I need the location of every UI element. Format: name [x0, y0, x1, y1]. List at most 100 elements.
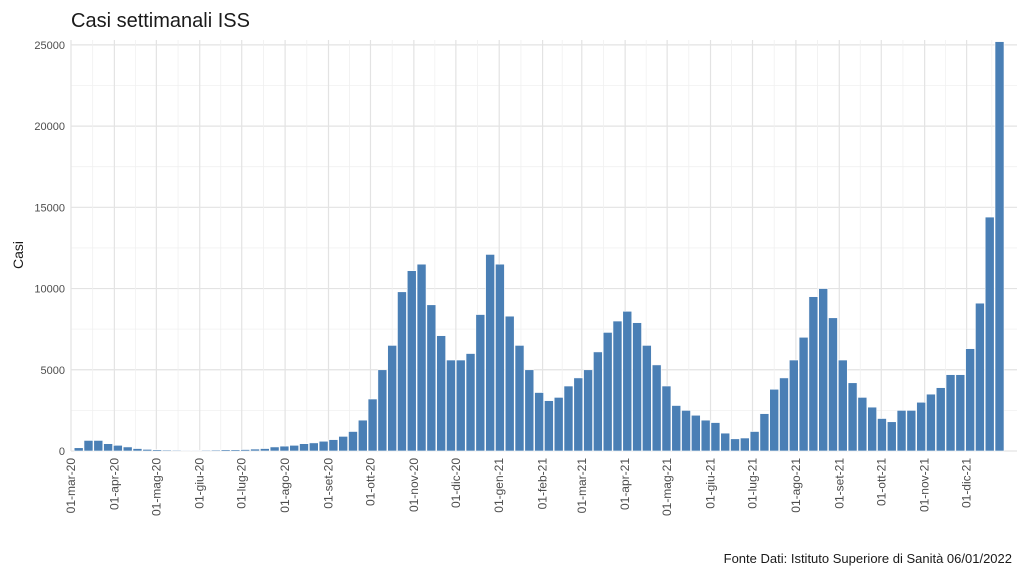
bar: [122, 446, 133, 452]
x-tick-label: 01-ott-20: [363, 458, 377, 506]
bar: [397, 291, 407, 452]
x-tick-label: 01-nov-20: [407, 458, 421, 512]
bar: [749, 431, 760, 452]
x-tick-label: 01-mag-21: [660, 458, 674, 516]
bar: [612, 320, 623, 452]
bar: [191, 450, 202, 452]
bar: [475, 314, 486, 452]
x-tick-label: 01-apr-21: [618, 458, 632, 510]
bar: [416, 263, 427, 452]
bar: [504, 315, 515, 452]
bar: [142, 449, 153, 452]
bar: [818, 288, 828, 452]
bar: [593, 351, 603, 452]
bar: [446, 359, 456, 452]
bar: [544, 400, 554, 452]
bar: [93, 440, 104, 452]
y-tick-label: 0: [59, 446, 65, 458]
bar: [906, 410, 917, 452]
bar: [465, 353, 476, 452]
bar: [877, 418, 887, 452]
bar: [103, 443, 113, 452]
bar: [808, 296, 819, 452]
x-tick-label: 01-nov-21: [918, 458, 932, 512]
x-tick-label: 01-gen-21: [492, 458, 506, 513]
bar: [857, 397, 868, 452]
grid-lines: [70, 40, 1017, 452]
bar: [935, 387, 946, 452]
bar: [426, 304, 437, 452]
x-tick-label: 01-mar-20: [64, 458, 78, 514]
bar: [250, 448, 260, 452]
bar: [583, 369, 593, 452]
bar: [132, 448, 143, 452]
bar: [269, 446, 280, 452]
bar: [338, 436, 348, 452]
bar: [671, 405, 682, 452]
bar: [387, 345, 397, 452]
bar: [632, 322, 642, 452]
bar: [260, 448, 270, 452]
bar: [955, 374, 966, 452]
bar: [553, 397, 564, 452]
x-tick-label: 01-feb-21: [536, 458, 550, 510]
bar: [367, 398, 378, 452]
x-tick-label: 01-mar-21: [575, 458, 589, 514]
y-tick-label: 20000: [34, 121, 65, 133]
bar: [788, 359, 799, 452]
bar: [220, 449, 231, 452]
bar: [867, 406, 877, 452]
bar: [573, 377, 584, 452]
bar: [455, 359, 466, 452]
bar: [279, 445, 290, 452]
bar: [916, 401, 926, 452]
bar: [602, 332, 613, 452]
bar: [651, 364, 662, 452]
bar: [994, 41, 1005, 452]
bar: [162, 449, 172, 452]
bar: [495, 263, 505, 452]
y-tick-label: 10000: [34, 284, 65, 296]
bar: [201, 449, 211, 452]
bar: [318, 440, 329, 452]
bar: [965, 348, 975, 452]
bar: [828, 317, 838, 452]
bar: [83, 440, 94, 452]
x-tick-label: 01-dic-20: [449, 458, 463, 508]
bar: [113, 445, 123, 452]
bar: [896, 410, 907, 452]
bar: [299, 443, 309, 452]
x-tick-label: 01-lug-20: [235, 458, 249, 509]
bar: [289, 445, 300, 452]
x-tick-label: 01-giu-21: [704, 458, 718, 509]
y-tick-label: 25000: [34, 40, 65, 52]
y-tick-labels: 0 5000 10000 15000 20000 25000: [34, 40, 65, 458]
x-tick-label: 01-giu-20: [193, 458, 207, 509]
bar: [152, 449, 162, 452]
bar: [720, 432, 731, 452]
bar: [769, 388, 780, 452]
bar: [357, 419, 368, 452]
bar: [211, 449, 221, 452]
bar: [436, 335, 446, 452]
x-tick-label: 01-dic-21: [960, 458, 974, 508]
bar: [837, 359, 848, 452]
bar: [240, 449, 251, 452]
bar: [740, 437, 750, 452]
source-note: Fonte Dati: Istituto Superiore di Sanità…: [723, 551, 1012, 566]
bar: [524, 369, 535, 452]
bar: [534, 392, 544, 452]
x-tick-label: 01-ago-20: [278, 458, 292, 513]
bar: [691, 414, 701, 452]
bar: [406, 270, 417, 452]
bar: [710, 422, 721, 452]
bar: [348, 431, 358, 452]
bar: [485, 254, 495, 452]
bar: [700, 419, 711, 452]
bar: [730, 438, 740, 452]
x-tick-label: 01-mag-20: [149, 458, 163, 516]
bar: [642, 345, 652, 452]
x-tick-labels: 01-mar-20 01-apr-20 01-mag-20 01-giu-20 01-l…: [64, 458, 974, 516]
bar: [308, 442, 319, 452]
y-tick-label: 15000: [34, 202, 65, 214]
